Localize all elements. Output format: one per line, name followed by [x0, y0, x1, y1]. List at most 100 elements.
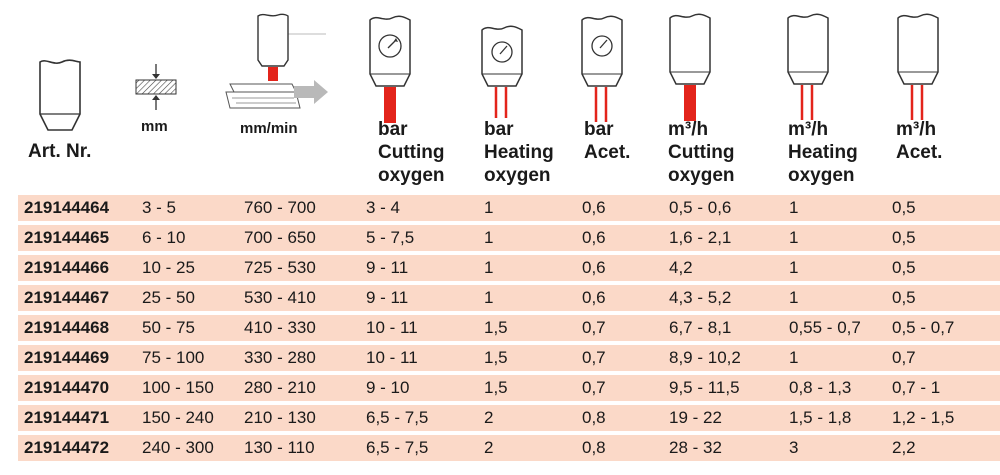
cell-heat-flow: 1: [789, 228, 799, 247]
cell-heat-flow: 3: [789, 438, 799, 457]
cell-acet-bar: 0,6: [582, 228, 606, 247]
header-art-nr: Art. Nr.: [28, 141, 92, 162]
table-row: 219144472 240 - 300 130 - 110 6,5 - 7,5 2 0,8…: [18, 435, 1000, 465]
cell-heat-flow: 0,8 - 1,3: [789, 378, 852, 397]
cell-cut-flow: 4,2: [669, 258, 693, 277]
table-header: Art. Nr. mm mm/min bar Cutting o: [0, 0, 1000, 192]
cell-cut-bar: 10 - 11: [366, 318, 418, 337]
cell-heat-flow: 1: [789, 258, 799, 277]
cell-heat-bar: 1: [484, 258, 494, 277]
cell-acet-flow: 0,5: [892, 288, 916, 307]
cell-acet-flow: 0,5: [892, 258, 916, 277]
cell-thickness: 100 - 150: [142, 378, 214, 397]
cell-heat-flow: 1,5 - 1,8: [789, 408, 852, 427]
cell-thickness: 50 - 75: [142, 318, 195, 337]
header-cut-m3-unit: m³/h: [668, 119, 709, 140]
cell-heat-bar: 1: [484, 228, 494, 247]
header-acet-m3-unit: m³/h: [896, 119, 937, 140]
cell-acet-bar: 0,8: [582, 408, 606, 427]
cell-acet-bar: 0,7: [582, 348, 606, 367]
cell-speed: 410 - 330: [244, 318, 316, 337]
cell-cut-bar: 9 - 10: [366, 378, 410, 397]
header-cut-bar-unit: bar: [378, 119, 408, 140]
cell-acet-bar: 0,6: [582, 258, 606, 277]
header-acet-bar-unit: bar: [584, 119, 614, 140]
cell-cut-flow: 6,7 - 8,1: [669, 318, 732, 337]
cell-cut-bar: 9 - 11: [366, 288, 409, 307]
cell-art-nr: 219144471: [24, 408, 110, 427]
cell-heat-bar: 1,5: [484, 348, 508, 367]
table-row: 219144467 25 - 50 530 - 410 9 - 11 1 0,6 4,3 -…: [18, 285, 1000, 315]
header-heat-m3-l1: Heating: [788, 142, 858, 163]
thickness-icon: [135, 64, 177, 110]
cell-thickness: 75 - 100: [142, 348, 205, 367]
cell-speed: 210 - 130: [244, 408, 316, 427]
cell-heat-bar: 2: [484, 438, 494, 457]
cutting-speed-icon: [225, 13, 328, 109]
gauge-nozzle-heating-icon: [481, 25, 523, 118]
cell-cut-flow: 19 - 22: [669, 408, 722, 427]
nozzle-icon: [39, 59, 81, 131]
cell-acet-flow: 0,5: [892, 198, 916, 217]
header-mm-min: mm/min: [240, 120, 298, 137]
cell-art-nr: 219144467: [24, 288, 110, 307]
cell-cut-flow: 4,3 - 5,2: [669, 288, 732, 307]
cell-art-nr: 219144469: [24, 348, 110, 367]
cell-art-nr: 219144470: [24, 378, 110, 397]
table-row: 219144465 6 - 10 700 - 650 5 - 7,5 1 0,6 1,6 -…: [18, 225, 1000, 255]
header-heat-m3-unit: m³/h: [788, 119, 829, 140]
cell-speed: 130 - 110: [244, 438, 315, 457]
cell-cut-flow: 1,6 - 2,1: [669, 228, 732, 247]
cell-thickness: 3 - 5: [142, 198, 177, 217]
cell-speed: 330 - 280: [244, 348, 316, 367]
cell-thickness: 6 - 10: [142, 228, 186, 247]
cell-acet-bar: 0,6: [582, 288, 606, 307]
cell-acet-flow: 0,7: [892, 348, 916, 367]
header-acet-bar-l1: Acet.: [584, 142, 631, 163]
cell-heat-flow: 0,55 - 0,7: [789, 318, 861, 337]
cell-cut-flow: 28 - 32: [669, 438, 722, 457]
cell-cut-flow: 9,5 - 11,5: [669, 378, 740, 397]
cell-acet-bar: 0,7: [582, 318, 606, 337]
cell-art-nr: 219144464: [24, 198, 110, 217]
table-row: 219144468 50 - 75 410 - 330 10 - 11 1,5 0,7 6,…: [18, 315, 1000, 345]
cell-heat-flow: 1: [789, 198, 799, 217]
cell-acet-bar: 0,8: [582, 438, 606, 457]
cell-acet-flow: 0,7 - 1: [892, 378, 941, 397]
header-acet-m3-l1: Acet.: [896, 142, 943, 163]
cell-acet-bar: 0,6: [582, 198, 606, 217]
cell-heat-flow: 1: [789, 348, 799, 367]
cell-cut-bar: 9 - 11: [366, 258, 409, 277]
cell-speed: 530 - 410: [244, 288, 316, 307]
header-cut-m3-l2: oxygen: [668, 165, 735, 186]
header-cut-bar-l2: oxygen: [378, 165, 445, 186]
cell-cut-bar: 10 - 11: [366, 348, 418, 367]
cell-cut-flow: 8,9 - 10,2: [669, 348, 741, 367]
cell-speed: 725 - 530: [244, 258, 316, 277]
cell-art-nr: 219144465: [24, 228, 110, 247]
gauge-nozzle-cutting-icon: [369, 15, 411, 123]
header-mm: mm: [141, 118, 168, 135]
cell-heat-bar: 2: [484, 408, 494, 427]
table-row: 219144471 150 - 240 210 - 130 6,5 - 7,5 2 0,8…: [18, 405, 1000, 435]
cell-cut-bar: 3 - 4: [366, 198, 401, 217]
cell-thickness: 25 - 50: [142, 288, 195, 307]
header-heat-m3-l2: oxygen: [788, 165, 855, 186]
cell-art-nr: 219144466: [24, 258, 110, 277]
cell-heat-bar: 1,5: [484, 378, 508, 397]
nozzle-cutting-flow-icon: [669, 13, 711, 121]
cell-acet-flow: 1,2 - 1,5: [892, 408, 955, 427]
cell-acet-flow: 0,5 - 0,7: [892, 318, 955, 337]
cell-heat-bar: 1: [484, 198, 494, 217]
cell-heat-flow: 1: [789, 288, 799, 307]
table-row: 219144464 3 - 5 760 - 700 3 - 4 1 0,6 0,5 - 0,…: [18, 195, 1000, 225]
cell-art-nr: 219144468: [24, 318, 110, 337]
cell-cut-bar: 6,5 - 7,5: [366, 408, 429, 427]
cell-speed: 280 - 210: [244, 378, 316, 397]
cell-thickness: 150 - 240: [142, 408, 214, 427]
table-row: 219144470 100 - 150 280 - 210 9 - 10 1,5 0,7 9…: [18, 375, 1000, 405]
cell-cut-bar: 6,5 - 7,5: [366, 438, 429, 457]
cell-art-nr: 219144472: [24, 438, 110, 457]
table-row: 219144466 10 - 25 725 - 530 9 - 11 1 0,6 4,2 1 0…: [18, 255, 1000, 285]
cell-thickness: 240 - 300: [142, 438, 214, 457]
